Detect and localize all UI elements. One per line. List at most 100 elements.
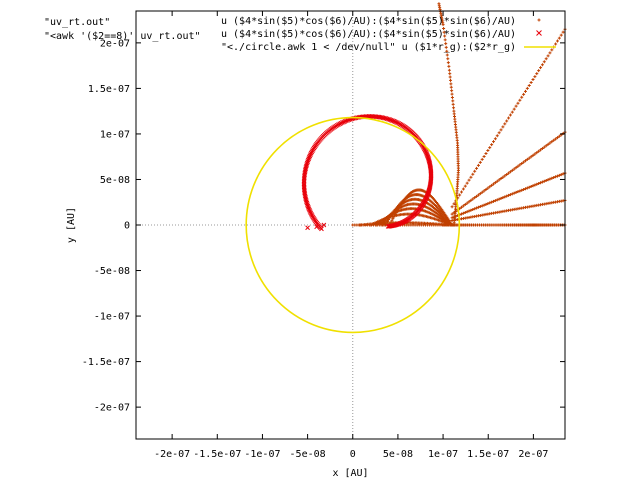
point-series1 xyxy=(447,68,451,72)
point-series1 xyxy=(456,141,460,145)
y-tick-label: 5e-08 xyxy=(100,175,130,186)
tick-labels: -2e-07 -1.5e-07 -1e-07 -5e-08 0 5e-08 1e-07 1.5… xyxy=(82,38,549,460)
point-series1 xyxy=(469,198,473,202)
point-series1 xyxy=(465,201,469,205)
point-series1 xyxy=(448,75,452,79)
point-series1 xyxy=(508,193,512,197)
point-series1 xyxy=(452,109,456,113)
legend-label: "<./circle.awk 1 < /dev/null" u ($1*r_g)… xyxy=(221,42,516,53)
point-series1 xyxy=(520,188,524,192)
point-series1 xyxy=(452,106,456,110)
point-series1 xyxy=(561,172,565,176)
point-series1 xyxy=(522,92,526,96)
point-series1 xyxy=(444,214,448,218)
point-series1 xyxy=(451,102,455,106)
point-series1 xyxy=(443,38,447,42)
point-series1 xyxy=(460,212,464,216)
point-series1 xyxy=(450,92,454,96)
point-series1 xyxy=(394,211,398,215)
point-series1 xyxy=(548,177,552,181)
point-series1 xyxy=(516,190,520,194)
point-series1 xyxy=(452,112,456,116)
point-series1 xyxy=(527,156,531,160)
point-series1 xyxy=(527,83,531,87)
point-series1 xyxy=(463,203,467,207)
point-series2 xyxy=(306,156,312,162)
point-series1 xyxy=(490,200,494,204)
point-series1 xyxy=(542,60,546,64)
point-series1 xyxy=(544,179,548,183)
legend-label: u ($4*sin($5)*cos($6)/AU):($4*sin($5)*si… xyxy=(221,16,516,27)
point-series1 xyxy=(486,202,490,206)
point-series1 xyxy=(522,187,526,191)
y-tick-label: -2e-07 xyxy=(94,403,130,414)
point-series1 xyxy=(559,173,563,177)
point-series1 xyxy=(492,140,495,144)
point-series1 xyxy=(522,160,526,164)
point-series1 xyxy=(445,53,449,57)
point-series1 xyxy=(478,205,482,209)
point-series1 xyxy=(501,196,505,200)
point-series1 xyxy=(390,219,394,223)
point-series1 xyxy=(480,190,484,194)
point-series1 xyxy=(480,204,484,208)
point-series1 xyxy=(550,176,554,180)
point-series1 xyxy=(476,205,480,209)
point-series1 xyxy=(461,204,465,208)
point-series1 xyxy=(492,199,495,203)
x-tick-label: -1.5e-07 xyxy=(193,449,241,460)
point-series1 xyxy=(505,119,509,123)
point-series1 xyxy=(529,80,533,84)
point-series1 xyxy=(478,160,482,164)
point-series1 xyxy=(471,197,475,201)
point-series1 xyxy=(529,155,533,159)
point-series1 xyxy=(499,128,503,132)
point-series2 xyxy=(424,152,430,157)
point-series1 xyxy=(554,42,558,46)
point-series1 xyxy=(518,98,522,102)
point-series1 xyxy=(488,201,492,205)
point-series1 xyxy=(392,209,396,213)
point-series1 xyxy=(531,153,535,157)
x-tick-label: -5e-08 xyxy=(290,449,326,460)
point-series1 xyxy=(390,212,394,216)
point-series1 xyxy=(518,163,522,167)
point-series1 xyxy=(476,193,480,197)
point-series1 xyxy=(542,145,546,149)
point-series1 xyxy=(557,36,561,40)
point-series1 xyxy=(548,51,552,55)
point-series1 xyxy=(463,211,467,215)
point-series1 xyxy=(467,209,471,213)
point-series1 xyxy=(535,72,539,76)
point-series1 xyxy=(546,142,550,146)
point-series1 xyxy=(446,217,450,221)
x-tick-label: 0 xyxy=(350,449,356,460)
circle-series3 xyxy=(245,116,461,334)
point-series1 xyxy=(453,120,457,124)
point-series1 xyxy=(448,72,452,76)
x-tick-label: -1e-07 xyxy=(244,449,280,460)
point-series1 xyxy=(507,116,511,120)
point-series1 xyxy=(469,175,473,179)
point-series1 xyxy=(478,192,482,196)
point-series1 xyxy=(393,213,397,217)
point-series1 xyxy=(384,221,388,225)
point-series1 xyxy=(555,39,559,43)
point-series2 xyxy=(305,202,310,207)
x-axis-label: x [AU] xyxy=(332,468,368,479)
y-tick-label: 0 xyxy=(124,221,130,232)
legend-swatch-cross xyxy=(536,30,542,36)
y-tick-label: -5e-08 xyxy=(94,266,130,277)
point-series1 xyxy=(387,218,391,222)
point-series1 xyxy=(516,101,520,105)
point-series1 xyxy=(550,140,554,144)
point-series2 xyxy=(305,203,311,209)
point-series1 xyxy=(476,163,480,167)
source-label: "<awk '($2==8)' uv_rt.out" xyxy=(44,31,201,42)
point-series1 xyxy=(392,215,396,219)
point-series1 xyxy=(555,136,559,140)
point-series2 xyxy=(388,117,394,123)
point-series1 xyxy=(514,190,518,194)
point-series1 xyxy=(516,164,520,168)
point-series1 xyxy=(455,138,459,142)
